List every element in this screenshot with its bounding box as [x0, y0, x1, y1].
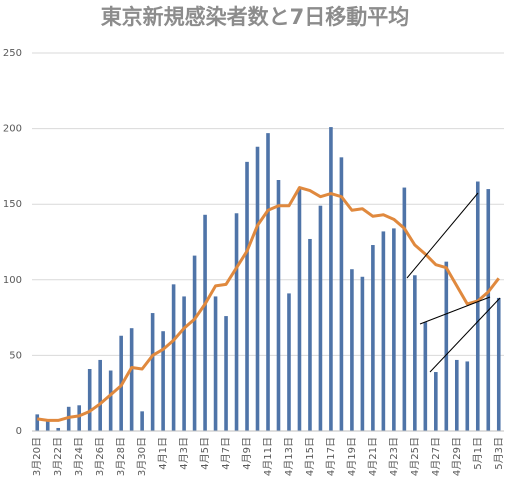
bar	[87, 369, 92, 431]
bar	[392, 228, 396, 431]
bar	[381, 231, 386, 431]
chart-title: 東京新規感染者数と7日移動平均	[101, 5, 410, 29]
bar	[140, 411, 144, 431]
y-tick-label: 0	[16, 426, 22, 437]
y-tick-label: 200	[3, 124, 22, 135]
bar	[161, 331, 165, 431]
x-tick-label: 4月21日	[367, 437, 379, 476]
bar	[213, 296, 218, 431]
bar	[360, 276, 365, 431]
x-tick-label: 3月20日	[31, 437, 43, 476]
bar	[224, 316, 228, 431]
x-tick-label: 4月23日	[388, 437, 400, 476]
x-tick-label: 3月26日	[94, 437, 106, 476]
x-tick-label: 4月15日	[304, 437, 316, 476]
x-tick-label: 4月9日	[241, 437, 253, 470]
bar	[318, 205, 323, 431]
bar	[329, 127, 333, 431]
bar	[255, 146, 260, 431]
annotation-line	[419, 296, 491, 325]
x-tick-label: 3月22日	[52, 437, 64, 476]
x-tick-label: 4月5日	[199, 437, 211, 470]
bar	[308, 238, 312, 431]
bar	[150, 313, 155, 431]
x-tick-label: 5月3日	[493, 437, 505, 470]
x-tick-label: 4月25日	[409, 437, 421, 476]
bar	[266, 133, 270, 432]
y-tick-label: 150	[3, 199, 22, 210]
bar	[444, 261, 449, 431]
bar	[192, 255, 197, 431]
x-tick-label: 4月3日	[178, 437, 190, 470]
bar	[56, 427, 61, 431]
bar	[171, 284, 176, 431]
bar	[455, 359, 459, 431]
bar	[203, 214, 207, 431]
annotation-lines	[406, 192, 501, 373]
bar	[475, 181, 480, 431]
x-tick-label: 5月1日	[472, 437, 484, 470]
y-tick-label: 100	[3, 275, 22, 286]
x-tick-label: 3月28日	[115, 437, 127, 476]
bar	[98, 359, 102, 431]
bar	[108, 370, 113, 431]
bar	[276, 180, 281, 431]
moving-average-line	[37, 186, 500, 422]
bar	[234, 213, 239, 431]
bar	[339, 157, 344, 431]
x-tick-label: 4月1日	[157, 437, 169, 470]
bar	[182, 296, 186, 431]
bar	[35, 414, 40, 431]
x-tick-label: 3月24日	[73, 437, 85, 476]
bar	[413, 275, 417, 431]
y-tick-label: 250	[3, 48, 22, 59]
bar	[245, 161, 249, 431]
bar	[496, 297, 501, 431]
annotation-line	[429, 297, 501, 373]
x-tick-label: 4月27日	[430, 437, 442, 476]
x-tick-label: 4月7日	[220, 437, 232, 470]
bar	[371, 245, 375, 431]
bar	[402, 187, 407, 431]
bar	[45, 420, 50, 431]
bar	[423, 322, 428, 431]
bar	[287, 293, 291, 431]
bar	[129, 328, 134, 431]
y-tick-label: 50	[9, 350, 22, 361]
bar	[465, 361, 470, 431]
annotation-line	[406, 192, 479, 279]
x-tick-label: 4月29日	[451, 437, 463, 476]
x-tick-label: 4月11日	[262, 437, 274, 476]
x-tick-label: 3月30日	[136, 437, 148, 476]
bar	[77, 405, 81, 431]
bar	[350, 269, 354, 431]
bar	[297, 187, 302, 431]
x-tick-label: 4月13日	[283, 437, 295, 476]
x-tick-label: 4月17日	[325, 437, 337, 476]
x-tick-label: 4月19日	[346, 437, 358, 476]
bar	[434, 372, 438, 431]
